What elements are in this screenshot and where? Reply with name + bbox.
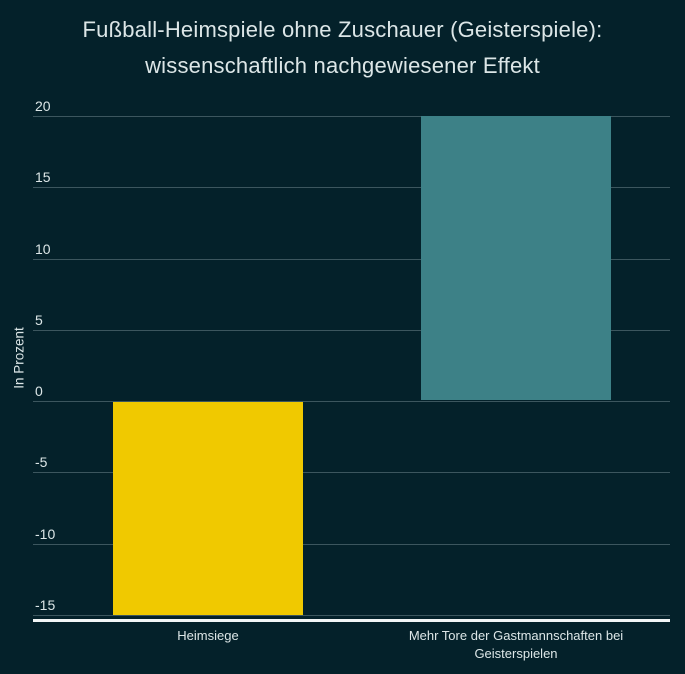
chart-title-line: Fußball-Heimspiele ohne Zuschauer (Geist…	[82, 17, 603, 42]
gridline	[33, 116, 670, 117]
y-axis-title: In Prozent	[11, 327, 27, 389]
chart-title: Fußball-Heimspiele ohne Zuschauer (Geist…	[0, 12, 685, 84]
gridline	[33, 330, 670, 331]
x-category-label-line: Heimsiege	[177, 628, 239, 643]
gridline	[33, 615, 670, 616]
y-tick-label: 10	[35, 241, 51, 257]
y-tick-label: 15	[35, 169, 51, 185]
x-axis-line	[33, 619, 670, 622]
x-category-label-line: Mehr Tore der Gastmannschaften bei	[408, 628, 624, 643]
y-tick-label: -5	[35, 454, 48, 470]
y-tick-label: -10	[35, 526, 56, 542]
gridline	[33, 259, 670, 260]
bar-heimsiege	[113, 402, 303, 615]
x-category-label: Mehr Tore der Gastmannschaften bei Geiste…	[346, 627, 685, 663]
y-tick-label: 0	[35, 383, 43, 399]
gridline	[33, 472, 670, 473]
gridline	[33, 544, 670, 545]
y-tick-label: -15	[35, 597, 56, 613]
chart-title-line: wissenschaftlich nachgewiesener Effekt	[145, 53, 540, 78]
y-tick-label: 20	[35, 98, 51, 114]
gridline	[33, 187, 670, 188]
gridline	[33, 401, 670, 402]
bar-mehr-tore	[421, 116, 611, 400]
x-category-label: Heimsiege	[38, 627, 378, 645]
x-category-label-line: Geisterspielen	[474, 646, 558, 661]
y-tick-label: 5	[35, 312, 43, 328]
